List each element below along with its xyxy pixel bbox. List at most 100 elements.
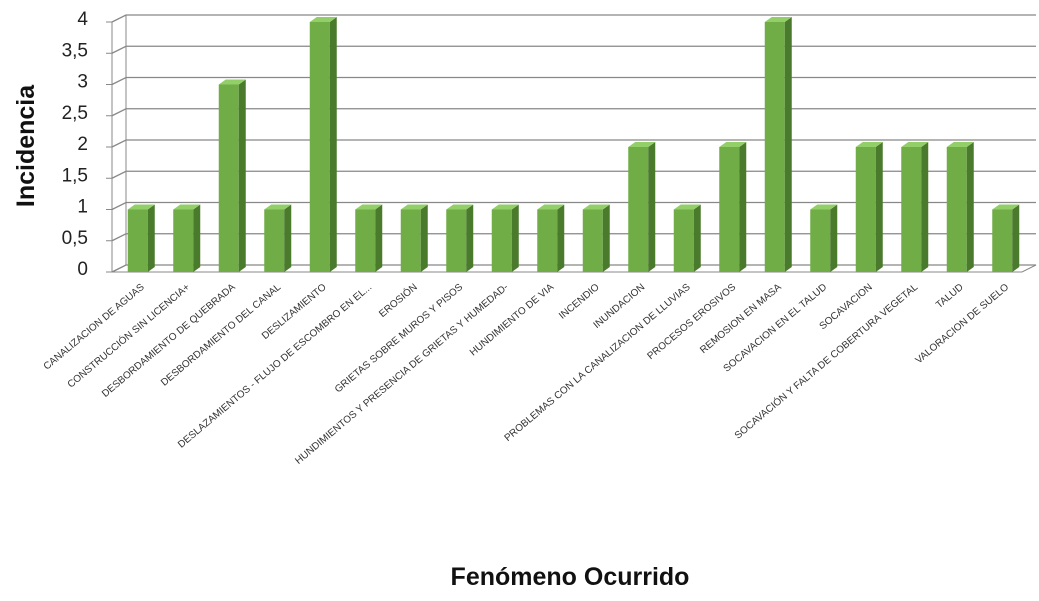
- grid-line: [111, 233, 1036, 242]
- grid-line: [111, 14, 1036, 23]
- y-axis-title: Incidencia: [12, 84, 40, 207]
- bar-front: [309, 22, 330, 272]
- bar-front: [764, 22, 785, 272]
- bar-top: [309, 17, 337, 22]
- bar: [992, 204, 1020, 272]
- bar-top: [901, 142, 929, 147]
- bar: [173, 204, 201, 272]
- bar: [355, 204, 383, 272]
- bar-side: [739, 142, 747, 272]
- x-tick-label: EROSIÓN: [376, 280, 420, 320]
- bar: [309, 17, 337, 272]
- bar-front: [719, 147, 740, 272]
- bar: [628, 142, 656, 272]
- bar: [264, 204, 292, 272]
- y-tick-label: 2,5: [62, 103, 88, 124]
- bar: [218, 79, 246, 272]
- bar-top: [355, 204, 383, 210]
- bar-front: [491, 209, 512, 272]
- bar-front: [127, 209, 148, 272]
- x-tick-label: PROCESOS EROSIVOS: [646, 282, 739, 362]
- x-axis-title: Fenómeno Ocurrido: [451, 563, 690, 591]
- bar-side: [238, 79, 246, 272]
- grid-line: [111, 139, 1036, 148]
- grid-line: [111, 201, 1036, 211]
- bar: [400, 204, 428, 272]
- bar-side: [875, 142, 883, 272]
- bar: [764, 17, 792, 272]
- bar: [537, 204, 565, 272]
- bar-front: [582, 209, 603, 272]
- bar-side: [284, 204, 292, 272]
- bar-top: [400, 204, 428, 210]
- x-tick-label: INCENDIO: [557, 282, 602, 322]
- bar-top: [218, 79, 246, 85]
- bar-side: [966, 142, 974, 272]
- bar-top: [855, 142, 883, 147]
- bar-side: [1012, 204, 1020, 272]
- bar-front: [173, 209, 194, 272]
- bar-front: [264, 209, 285, 272]
- bar-side: [830, 204, 838, 272]
- bar-side: [693, 204, 701, 272]
- bar-side: [557, 204, 565, 272]
- bar: [582, 204, 610, 272]
- bar-front: [537, 209, 558, 272]
- y-tick-label: 3: [77, 72, 88, 93]
- x-tick-label: VALORACION DE SUELO: [914, 282, 1012, 367]
- bar-top: [582, 204, 610, 210]
- bar-top: [810, 204, 838, 210]
- bar-top: [628, 142, 656, 147]
- bar-top: [446, 204, 474, 210]
- bar-top: [127, 204, 155, 210]
- bar: [901, 142, 929, 272]
- bar: [127, 204, 155, 272]
- bar-top: [946, 142, 974, 147]
- bar-side: [466, 204, 474, 272]
- x-tick-label: TALUD: [934, 282, 966, 311]
- bar-front: [355, 209, 376, 272]
- x-tick-label: HUNDIMIENTO DE VIA: [468, 282, 556, 359]
- bar: [946, 142, 974, 272]
- bar-side: [602, 204, 610, 272]
- bar-front: [628, 147, 649, 272]
- bar-side: [511, 204, 519, 272]
- bar: [446, 204, 474, 272]
- bar-top: [264, 204, 292, 210]
- bar-top: [719, 142, 747, 147]
- bar-front: [992, 209, 1013, 272]
- bar-front: [218, 84, 239, 272]
- floor: [111, 264, 1037, 273]
- bar-front: [946, 147, 967, 272]
- bar-side: [375, 204, 383, 272]
- bar-front: [810, 209, 831, 272]
- y-tick-label: 2: [77, 134, 88, 155]
- bar-front: [673, 209, 694, 272]
- bar-side: [784, 17, 792, 272]
- y-tick-label: 4: [77, 9, 88, 30]
- y-tick-label: 1,5: [62, 165, 88, 186]
- bar: [810, 204, 838, 272]
- bar-top: [673, 204, 701, 210]
- bar-front: [901, 147, 922, 272]
- bar-side: [921, 142, 929, 272]
- bar: [719, 142, 747, 272]
- bar-side: [420, 204, 428, 272]
- bar-top: [537, 204, 565, 210]
- bar-top: [992, 204, 1020, 210]
- bar-front: [400, 209, 421, 272]
- bar-top: [764, 17, 792, 22]
- x-tick-label: HUNDIMIENTOS Y PRESENCIA DE GRIETAS Y HU…: [293, 282, 510, 467]
- y-tick-label: 0,5: [62, 228, 88, 249]
- bar-side: [147, 204, 155, 272]
- bar-side: [329, 17, 337, 272]
- bar: [491, 204, 519, 272]
- grid-line: [111, 108, 1036, 117]
- bar-front: [446, 209, 467, 272]
- y-tick-label: 0: [77, 259, 88, 280]
- bar-top: [173, 204, 201, 210]
- bar-side: [648, 142, 656, 272]
- y-tick-label: 1: [77, 197, 88, 218]
- grid-line: [111, 45, 1036, 54]
